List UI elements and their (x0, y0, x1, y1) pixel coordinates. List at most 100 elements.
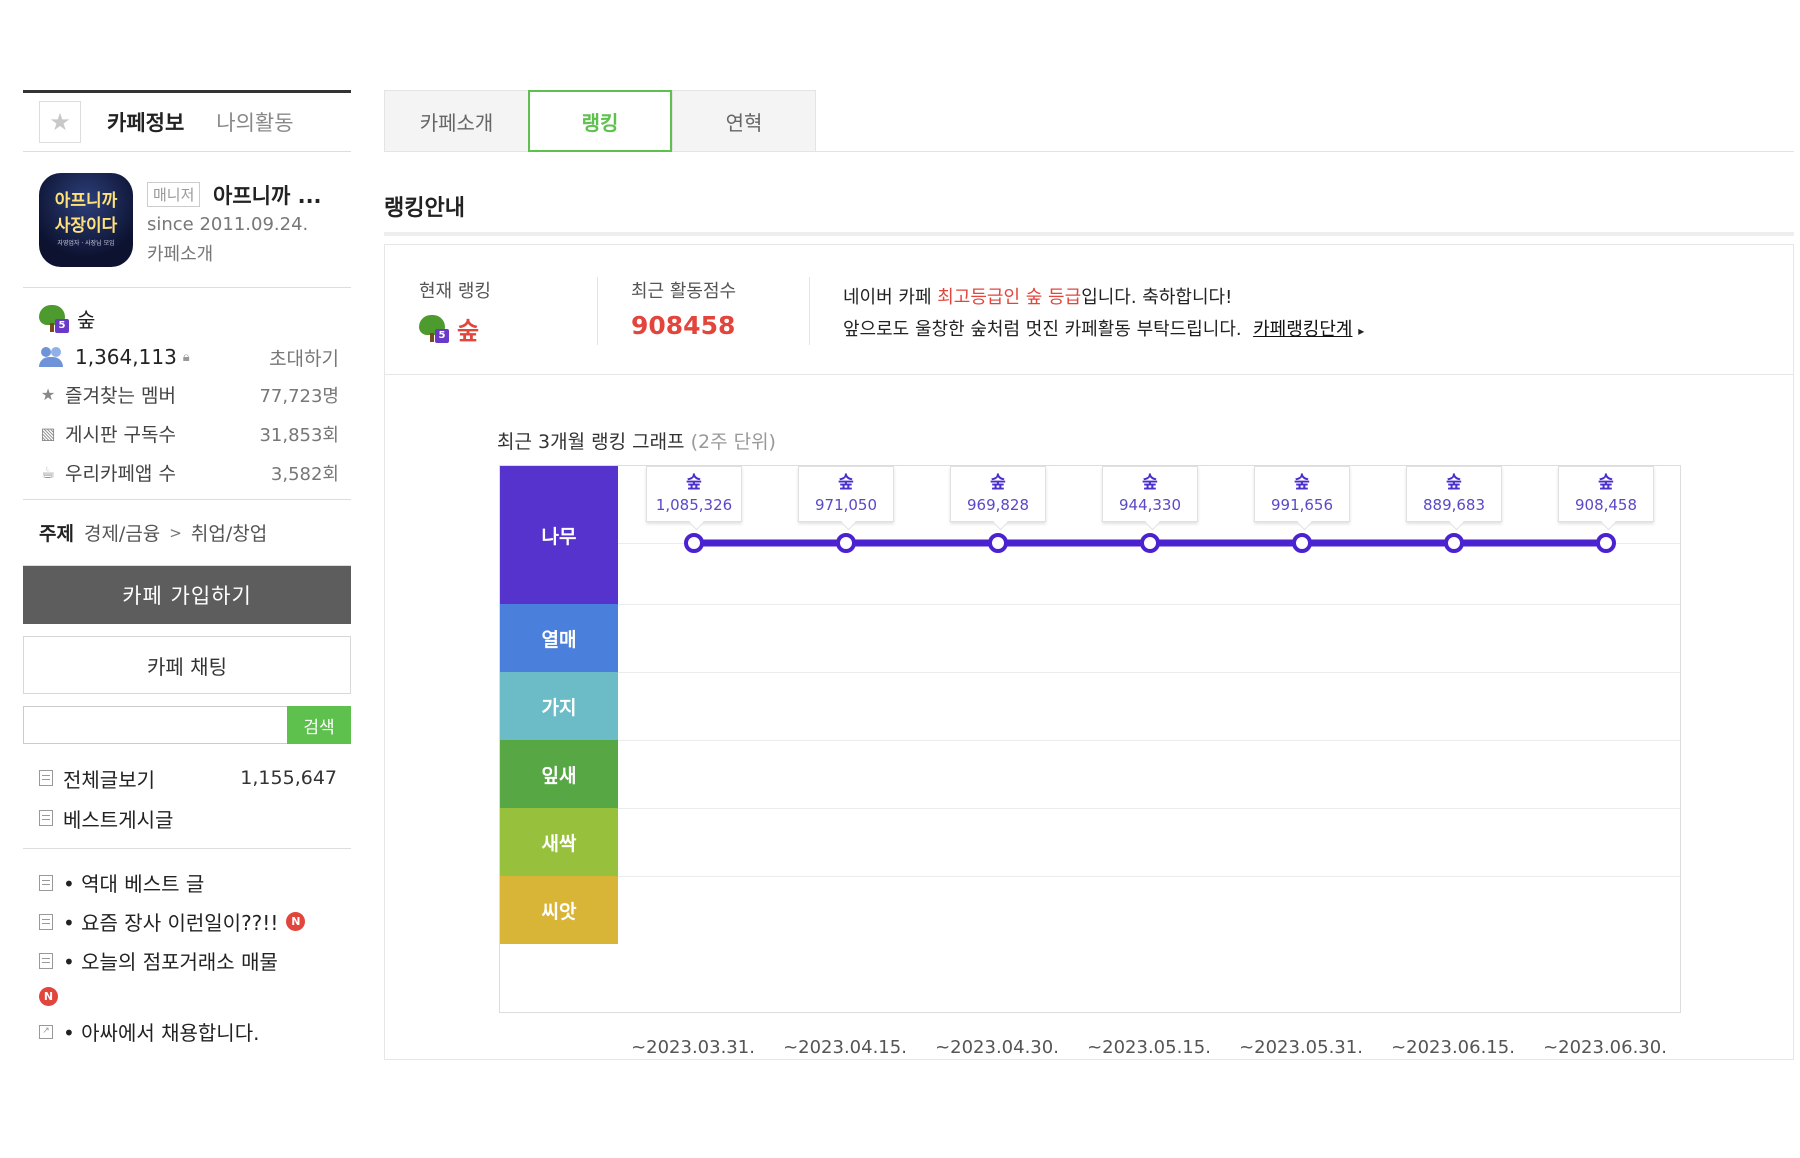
point-tooltip-4: 숲 991,656 (1254, 466, 1350, 522)
point-tooltip-1: 숲 971,050 (798, 466, 894, 522)
new-badge: N (39, 986, 58, 1006)
data-point-4[interactable] (1292, 533, 1312, 553)
grid-line (618, 604, 1680, 605)
sidebar: ★ 카페정보 나의활동 아프니까 사장이다 자영업자 · 사장님 모임 매니저 … (23, 90, 351, 1051)
main-content: 카페소개 랭킹 연혁 랭킹안내 현재 랭킹 5 숲 최근 활동점수 908458… (384, 90, 1794, 1060)
board-item[interactable]: ↗ • 아싸에서 채용합니다. (39, 1012, 351, 1051)
document-icon (39, 874, 53, 891)
menu-label: 전체글보기 (63, 767, 155, 792)
tab-history[interactable]: 연혁 (672, 90, 816, 152)
star-icon: ★ (49, 108, 71, 136)
tooltip-grade: 숲 (1142, 473, 1158, 493)
search-bar: 검색 (23, 706, 351, 744)
cafe-name[interactable]: 아프니까 ... (213, 184, 322, 208)
manager-badge: 매니저 (147, 182, 201, 207)
tooltip-grade: 숲 (1294, 473, 1310, 493)
ranking-levels-link[interactable]: 카페랭킹단계 (1253, 319, 1353, 340)
star-icon: ★ (40, 385, 56, 404)
cafe-logo[interactable]: 아프니까 사장이다 자영업자 · 사장님 모임 (39, 173, 133, 267)
menu-all-posts[interactable]: 전체글보기 1,155,647 (39, 758, 351, 798)
stat-label: 즐겨찾는 멤버 (65, 385, 176, 407)
cafe-intro-link[interactable]: 카페소개 (147, 244, 214, 265)
board-item[interactable]: • 요즘 장사 이런일이??!! N (39, 902, 351, 941)
current-rank-value: 숲 (457, 317, 480, 345)
chart-plot (684, 533, 1616, 553)
invite-link[interactable]: 초대하기 (269, 348, 339, 370)
point-tooltip-3: 숲 944,330 (1102, 466, 1198, 522)
divider (809, 277, 810, 345)
topic-category-2[interactable]: 취업/창업 (190, 523, 268, 545)
stat-cafe-app: ☕︎ 우리카페앱 수 3,582회 (39, 459, 351, 486)
rss-icon: ▧ (40, 424, 56, 443)
cafe-since: since 2011.09.24. (147, 214, 309, 235)
cafe-profile: 아프니까 사장이다 자영업자 · 사장님 모임 매니저 아프니까 ... sin… (23, 152, 351, 288)
tooltip-score: 1,085,326 (655, 496, 733, 514)
tooltip-score: 971,050 (814, 496, 878, 514)
menu-label: 베스트게시글 (63, 807, 174, 832)
board-item[interactable]: • 역대 베스트 글 (39, 863, 351, 902)
point-tooltip-0: 숲 1,085,326 (646, 466, 742, 522)
logo-sub: 자영업자 · 사장님 모임 (57, 240, 115, 247)
x-tick-label: ~2023.06.15. (1391, 1037, 1515, 1058)
caret-right-icon: ▸ (1358, 324, 1365, 338)
data-point-6[interactable] (1596, 533, 1616, 553)
stat-value: 31,853회 (259, 424, 339, 446)
document-icon (39, 913, 53, 930)
data-point-0[interactable] (684, 533, 704, 553)
tab-my-activity[interactable]: 나의활동 (216, 111, 294, 135)
data-point-2[interactable] (988, 533, 1008, 553)
point-tooltip-6: 숲 908,458 (1558, 466, 1654, 522)
stat-board-subscriptions: ▧ 게시판 구독수 31,853회 (39, 420, 351, 447)
tooltip-score: 944,330 (1118, 496, 1182, 514)
join-cafe-button[interactable]: 카페 가입하기 (23, 566, 351, 624)
x-tick-label: ~2023.05.15. (1087, 1037, 1211, 1058)
board-label: • 역대 베스트 글 (63, 872, 205, 896)
search-button[interactable]: 검색 (287, 706, 351, 744)
lock-icon: 🔒︎ (182, 349, 190, 365)
board-menu: 전체글보기 1,155,647 베스트게시글 (23, 744, 351, 849)
x-axis-labels: ~2023.03.31. ~2023.04.15. ~2023.04.30. ~202… (499, 1037, 1681, 1061)
cafe-chat-button[interactable]: 카페 채팅 (23, 636, 351, 694)
board-item-badge-row: N (39, 980, 351, 1012)
x-tick-label: ~2023.03.31. (631, 1037, 755, 1058)
favorite-star-button[interactable]: ★ (39, 101, 81, 143)
grade-band-0: 나무 (500, 466, 618, 604)
cafe-grade: 5 숲 (39, 304, 351, 333)
tab-ranking[interactable]: 랭킹 (528, 90, 672, 152)
data-point-3[interactable] (1140, 533, 1160, 553)
new-badge: N (286, 912, 306, 931)
stat-label: 게시판 구독수 (65, 424, 176, 446)
tooltip-grade: 숲 (1446, 473, 1462, 493)
board-label: • 아싸에서 채용합니다. (63, 1021, 260, 1045)
members-icon (39, 347, 65, 367)
divider (597, 277, 598, 345)
member-count: 1,364,113 (75, 345, 177, 369)
ranking-chart: 나무 열매 가지 잎새 새싹 씨앗 숲 1,085,326 숲 971,050 숲 969,828 숲 9… (499, 465, 1681, 1013)
menu-best-posts[interactable]: 베스트게시글 (39, 798, 351, 838)
tab-cafe-intro[interactable]: 카페소개 (384, 90, 528, 152)
current-rank: 5 숲 (419, 311, 479, 346)
board-item[interactable]: • 오늘의 점포거래소 매물 (39, 941, 351, 980)
section-title: 랭킹안내 (384, 190, 1794, 236)
search-input[interactable] (23, 706, 287, 744)
tooltip-grade: 숲 (686, 473, 702, 493)
score-label: 최근 활동점수 (631, 281, 737, 302)
graph-title: 최근 3개월 랭킹 그래프 (2주 단위) (497, 431, 776, 453)
tooltip-score: 991,656 (1270, 496, 1334, 514)
board-list: • 역대 베스트 글 • 요즘 장사 이런일이??!! N • 오늘의 점포거래… (23, 849, 351, 1051)
sidebar-tabs: ★ 카페정보 나의활동 (23, 90, 351, 152)
topic-category-1[interactable]: 경제/금융 (83, 523, 161, 545)
point-tooltip-2: 숲 969,828 (950, 466, 1046, 522)
point-tooltip-5: 숲 889,683 (1406, 466, 1502, 522)
data-point-1[interactable] (836, 533, 856, 553)
activity-score: 908458 (631, 311, 736, 340)
logo-text-line2: 사장이다 (54, 216, 118, 236)
x-tick-label: ~2023.05.31. (1239, 1037, 1363, 1058)
data-point-5[interactable] (1444, 533, 1464, 553)
external-link-icon: ↗ (39, 1024, 53, 1039)
cafe-stats: 5 숲 1,364,113 🔒︎ 초대하기 ★ 즐겨찾는 멤버 77,723명 … (23, 288, 351, 500)
stat-value: 3,582회 (270, 463, 339, 485)
logo-text-line1: 아프니까 (54, 191, 118, 211)
grid-line (618, 740, 1680, 741)
tab-cafe-info[interactable]: 카페정보 (107, 111, 185, 135)
